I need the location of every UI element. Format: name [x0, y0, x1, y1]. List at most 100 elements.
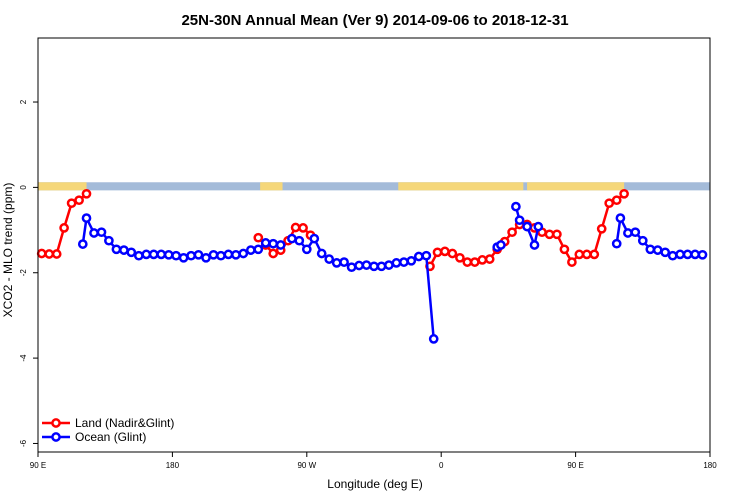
data-point	[253, 232, 264, 243]
data-point	[682, 249, 693, 260]
y-tick-label: -2	[19, 269, 28, 277]
x-tick-label: 90 E	[567, 461, 583, 470]
data-point	[66, 198, 77, 209]
data-point	[339, 257, 349, 267]
data-point	[399, 257, 409, 267]
data-point	[44, 249, 55, 259]
land-ocean-mask	[38, 182, 710, 191]
data-point	[287, 233, 297, 244]
data-point	[567, 257, 577, 267]
data-point	[611, 238, 622, 249]
data-point	[268, 238, 279, 249]
data-point	[697, 249, 708, 260]
legend-marker	[51, 418, 61, 428]
data-point	[231, 249, 241, 260]
series-ocean	[77, 201, 708, 344]
data-point	[611, 195, 622, 206]
data-point	[391, 258, 402, 268]
data-point	[51, 249, 62, 259]
data-point	[559, 244, 570, 255]
data-point	[156, 249, 167, 260]
data-point	[104, 235, 114, 246]
data-point	[346, 262, 357, 273]
y-tick-label: 2	[19, 99, 28, 104]
data-point	[507, 227, 517, 238]
legend-label: Land (Nadir&Glint)	[75, 416, 174, 430]
data-point	[301, 244, 312, 255]
chart-title: 25N-30N Annual Mean (Ver 9) 2014-09-06 t…	[181, 12, 568, 29]
data-point	[581, 249, 592, 260]
data-point	[186, 250, 196, 261]
data-point	[645, 244, 656, 255]
data-point	[81, 213, 92, 223]
data-point	[163, 249, 174, 260]
data-point	[331, 258, 342, 268]
data-point	[260, 238, 271, 248]
data-point	[133, 250, 144, 261]
x-tick-label: 90 E	[30, 461, 46, 470]
data-point	[589, 249, 600, 260]
data-point	[111, 244, 122, 255]
data-point	[81, 188, 92, 199]
data-point	[522, 221, 532, 232]
data-point	[208, 249, 219, 260]
data-point	[469, 257, 480, 267]
data-point	[245, 245, 256, 255]
data-point	[484, 254, 495, 264]
data-point	[660, 247, 671, 258]
data-point	[623, 228, 633, 238]
data-point	[126, 247, 137, 258]
data-point	[421, 250, 432, 261]
data-point	[141, 249, 152, 260]
data-point	[432, 247, 443, 258]
data-point	[413, 251, 424, 262]
data-point	[511, 201, 521, 212]
data-point	[544, 229, 555, 240]
data-point	[171, 250, 181, 261]
data-point	[406, 255, 417, 266]
land-mask-segment	[398, 182, 524, 191]
data-point	[533, 221, 544, 232]
x-tick-label: 90 W	[297, 461, 316, 470]
legend-label: Ocean (Glint)	[75, 430, 146, 444]
data-point	[596, 223, 607, 234]
data-point	[455, 252, 465, 263]
x-axis-label: Longitude (deg E)	[327, 477, 422, 491]
data-point	[447, 248, 458, 259]
legend: Land (Nadir&Glint)Ocean (Glint)	[42, 416, 174, 444]
data-point	[361, 260, 372, 270]
legend-marker	[51, 432, 61, 442]
series-line	[291, 236, 435, 340]
y-tick-label: 0	[19, 185, 28, 190]
data-point	[89, 228, 99, 238]
data-point	[552, 229, 562, 240]
data-point	[667, 250, 678, 261]
data-point	[690, 249, 700, 260]
data-point	[675, 249, 685, 260]
data-point	[440, 246, 450, 257]
x-axis-ticks: 90 E 180 90 W 0 90 E 180	[30, 452, 717, 470]
y-tick-label: -6	[19, 439, 28, 447]
data-point	[619, 188, 629, 199]
x-tick-label: 180	[703, 461, 717, 470]
x-tick-label: 0	[439, 461, 444, 470]
data-point	[223, 249, 234, 260]
data-point	[294, 235, 305, 246]
data-point	[216, 250, 226, 261]
data-point	[354, 260, 364, 271]
data-point	[59, 223, 69, 233]
ocean-mask-band	[38, 182, 710, 191]
data-point	[298, 223, 308, 233]
y-axis-label: XCO2 - MLO trend (ppm)	[1, 183, 15, 318]
data-point	[514, 215, 525, 226]
land-mask-segment	[527, 182, 625, 191]
data-point	[77, 239, 88, 249]
data-point	[268, 248, 279, 259]
data-point	[652, 245, 663, 255]
data-point	[74, 195, 84, 206]
data-point	[369, 261, 379, 272]
data-point	[96, 227, 107, 238]
data-point	[376, 261, 387, 272]
data-point	[428, 334, 439, 344]
